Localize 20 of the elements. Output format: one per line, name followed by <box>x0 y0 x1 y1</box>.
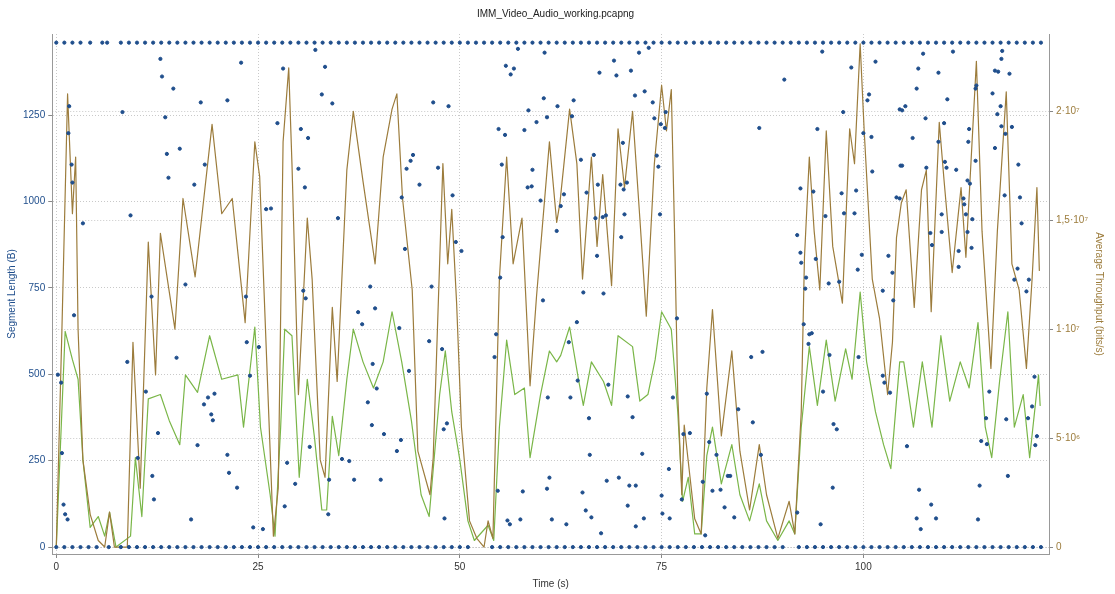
chart-title: IMM_Video_Audio_working.pcapng <box>476 7 635 19</box>
y-tick-label: 500 <box>28 368 46 380</box>
y2-tick-label: 0 <box>1056 540 1063 552</box>
x-axis-title: Time (s) <box>532 577 569 589</box>
y-tick-label: 1000 <box>23 195 46 207</box>
y-tick-label: 0 <box>39 540 46 552</box>
y-tick-label: 1250 <box>23 108 46 120</box>
y-tick-label: 250 <box>28 454 46 466</box>
y2-tick-label: 1·10⁷ <box>1056 322 1081 334</box>
y-axis-title: Segment Length (B) <box>5 249 17 339</box>
y2-tick-label: 2·10⁷ <box>1056 105 1081 117</box>
x-tick-label: 100 <box>855 560 873 572</box>
x-tick-label: 0 <box>53 560 60 572</box>
x-tick-label: 25 <box>252 560 265 572</box>
y2-axis-title: Average Throughput (bits/s) <box>1094 232 1106 356</box>
y2-tick-label: 5·10⁶ <box>1056 431 1081 443</box>
y2-tick-label: 1,5·10⁷ <box>1056 214 1089 226</box>
x-tick-label: 75 <box>656 560 668 572</box>
y-tick-label: 750 <box>28 281 46 293</box>
x-tick-label: 50 <box>454 560 466 572</box>
